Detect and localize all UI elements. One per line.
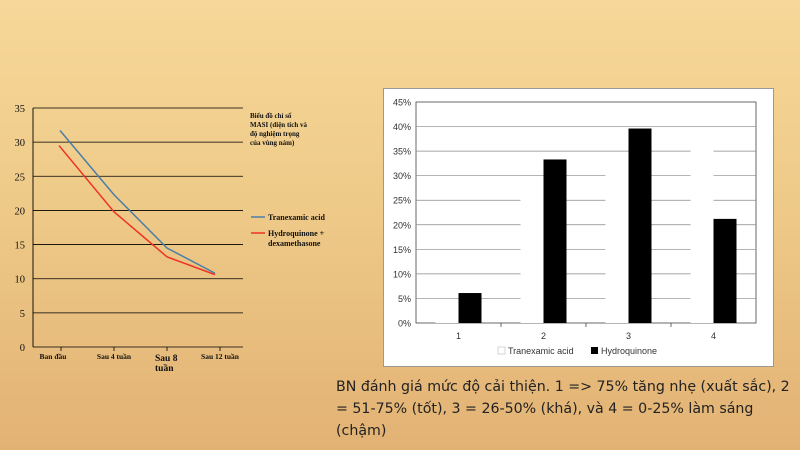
y-tick-label: 10% (393, 269, 411, 279)
y-tick-label: 45% (393, 98, 411, 108)
x-tick-label: 3 (626, 331, 631, 341)
y-tick-label: 20% (393, 220, 411, 230)
series-line-hydroquinone (58, 145, 216, 276)
x-tick-label: Sau 4 tuần (97, 352, 132, 361)
legend-swatch (591, 347, 598, 354)
x-tick-label: 1 (456, 331, 461, 341)
x-tick-label: Ban đầu (40, 352, 67, 361)
evaluation-caption: BN đánh giá mức độ cải thiện. 1 => 75% t… (336, 379, 790, 439)
improvement-bar-chart: 0% 5% 10% 15% 20% 25% 30% 35% 40% 45% 1 2 3 4 Tranexam… (393, 98, 757, 356)
y-tick-label: 15 (15, 241, 26, 252)
x-tick-label: Sau 8 tuần (155, 354, 178, 374)
bar-tranexamic-3 (605, 174, 629, 323)
y-tick-label: 20 (15, 206, 26, 217)
bar-hydroquinone-1 (458, 293, 482, 323)
y-tick-label: 5 (20, 309, 25, 320)
bar-tranexamic-4 (690, 128, 714, 323)
legend-label: Hydroquinone + dexamethasone (268, 229, 325, 248)
improvement-bar-chart-panel: 0% 5% 10% 15% 20% 25% 30% 35% 40% 45% 1 2 3 4 Tranexam… (383, 88, 774, 367)
legend-label: Tranexamic acid (268, 213, 326, 222)
y-tick-label: 35% (393, 147, 411, 157)
masi-line-chart: 0 5 10 15 20 25 30 35 Ban đầu Sau 4 tuần Sau 8 tuần… (15, 104, 326, 374)
legend-label: Tranexamic acid (508, 346, 574, 356)
y-tick-label: 30 (15, 138, 26, 149)
y-tick-label: 40% (393, 122, 411, 132)
series-line-tranexamic (59, 130, 216, 274)
legend-label: Hydroquinone (601, 346, 657, 356)
y-tick-label: 25% (393, 196, 411, 206)
y-tick-label: 25 (15, 172, 26, 183)
y-tick-label: 15% (393, 245, 411, 255)
y-tick-label: 0% (398, 319, 411, 329)
x-tick-label: 2 (541, 331, 546, 341)
y-tick-label: 10 (15, 275, 26, 286)
y-tick-label: 0 (20, 343, 25, 354)
y-tick-label: 5% (398, 294, 411, 304)
y-tick-label: 35 (15, 104, 26, 115)
x-tick-label: 4 (711, 331, 716, 341)
legend-swatch (497, 346, 506, 355)
bar-tranexamic-1 (435, 308, 459, 323)
x-tick-label: Sau 12 tuần (201, 352, 240, 361)
bar-hydroquinone-4 (713, 218, 737, 323)
bar-hydroquinone-3 (628, 128, 652, 323)
chart-title: Biểu đồ chỉ số MASI (diện tích và độ nghiệ… (250, 112, 307, 147)
y-tick-label: 30% (393, 171, 411, 181)
bar-tranexamic-2 (520, 188, 544, 323)
bar-hydroquinone-2 (543, 159, 567, 323)
